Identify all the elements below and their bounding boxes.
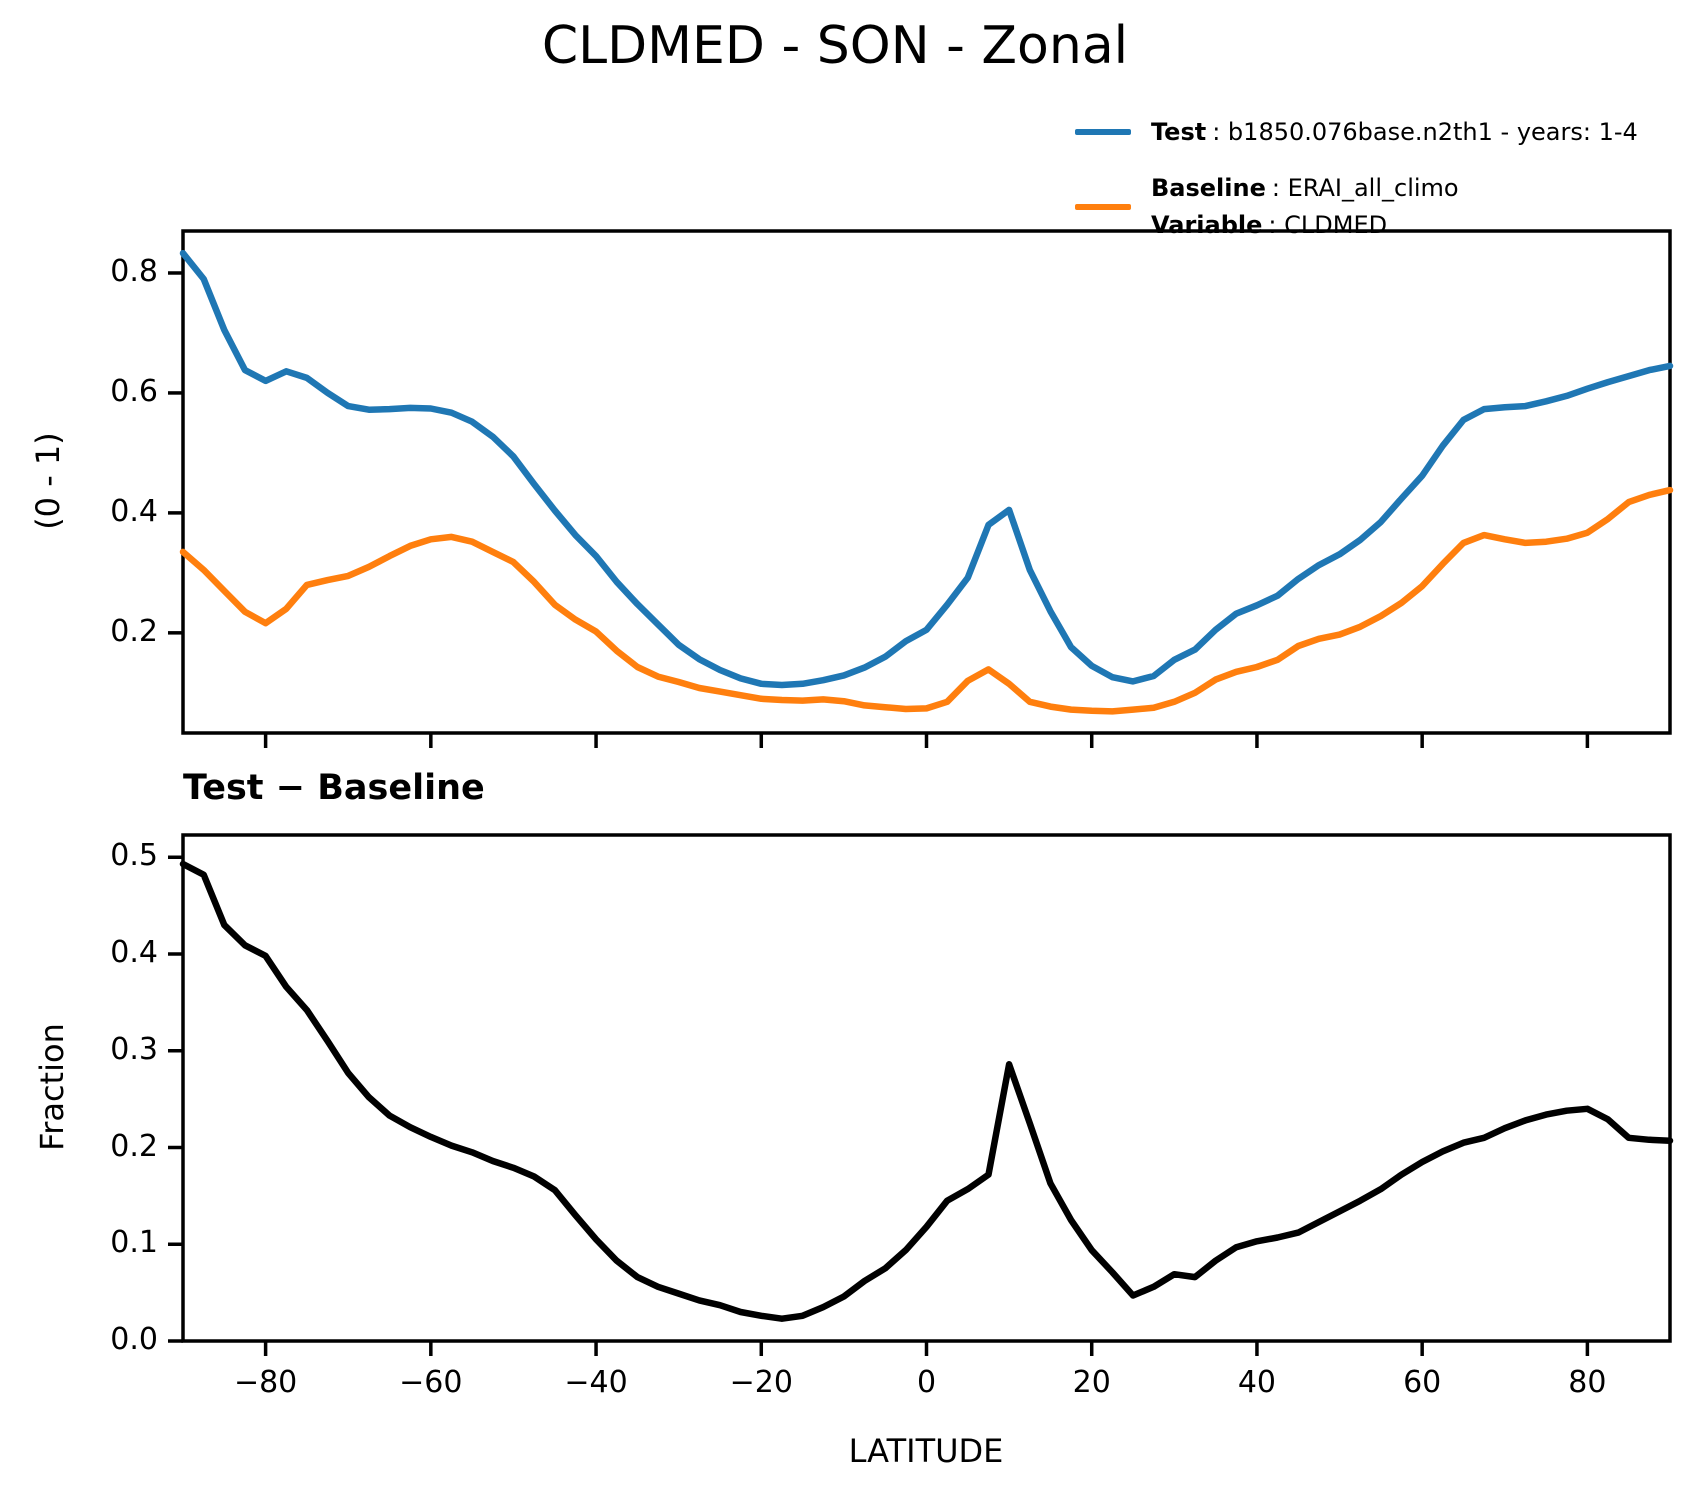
y-tick-label: 0.6 <box>110 373 158 409</box>
page-title: CLDMED - SON - Zonal <box>541 16 1129 76</box>
y-tick-label: 0.1 <box>110 1225 158 1261</box>
x-tick-label: −80 <box>233 1365 298 1400</box>
legend-test-value: : b1850.076base.n2th1 - years: 1-4 <box>1212 118 1638 146</box>
x-tick-label: 0 <box>916 1365 937 1400</box>
diff-panel-title: Test − Baseline <box>183 768 485 808</box>
legend: Test: b1850.076base.n2th1 - years: 1-4 B… <box>1075 118 1685 244</box>
x-tick-label: −60 <box>399 1365 463 1400</box>
x-tick-label: 40 <box>1237 1365 1277 1400</box>
y-tick-label: 0.8 <box>110 253 158 289</box>
legend-variable-label: Variable <box>1151 211 1263 240</box>
y-tick-label: 0.5 <box>110 838 158 874</box>
y-tick-label: 0.2 <box>110 613 158 649</box>
legend-item-baseline: Baseline: ERAI_all_climo Variable: CLDME… <box>1075 170 1685 244</box>
baseline-line <box>179 486 1674 715</box>
legend-baseline-text: Baseline: ERAI_all_climo Variable: CLDME… <box>1151 170 1459 244</box>
x-tick-label: 20 <box>1072 1365 1111 1400</box>
test-line <box>179 249 1674 689</box>
x-tick-label: 60 <box>1403 1365 1442 1400</box>
panel-1-frame <box>181 229 1672 735</box>
legend-variable-value: : CLDMED <box>1268 211 1388 240</box>
y-tick-label: 0.2 <box>110 1128 158 1164</box>
diff-panel-y-axis-label: Fraction <box>33 1023 71 1151</box>
baseline-line-swatch <box>1075 204 1131 211</box>
legend-item-test: Test: b1850.076base.n2th1 - years: 1-4 <box>1075 118 1685 146</box>
y-tick-label: 0.4 <box>110 935 158 970</box>
diff-line <box>179 860 1674 1322</box>
test-line-swatch <box>1075 129 1131 135</box>
legend-baseline-label: Baseline <box>1151 174 1266 202</box>
legend-test-label: Test <box>1151 118 1207 146</box>
panel-2-frame <box>181 833 1672 1343</box>
top-panel-y-axis-label: (0 - 1) <box>29 432 67 530</box>
x-tick-label: −20 <box>729 1365 793 1400</box>
legend-test-text: Test: b1850.076base.n2th1 - years: 1-4 <box>1151 118 1638 146</box>
x-axis-label: LATITUDE <box>848 1432 1004 1470</box>
y-tick-label: 0.0 <box>110 1322 158 1357</box>
x-tick-label: −40 <box>564 1365 628 1400</box>
x-tick-label: 80 <box>1568 1365 1607 1400</box>
legend-baseline-value: : ERAI_all_climo <box>1271 174 1459 202</box>
y-tick-label: 0.4 <box>110 493 158 529</box>
y-tick-label: 0.3 <box>110 1031 158 1067</box>
